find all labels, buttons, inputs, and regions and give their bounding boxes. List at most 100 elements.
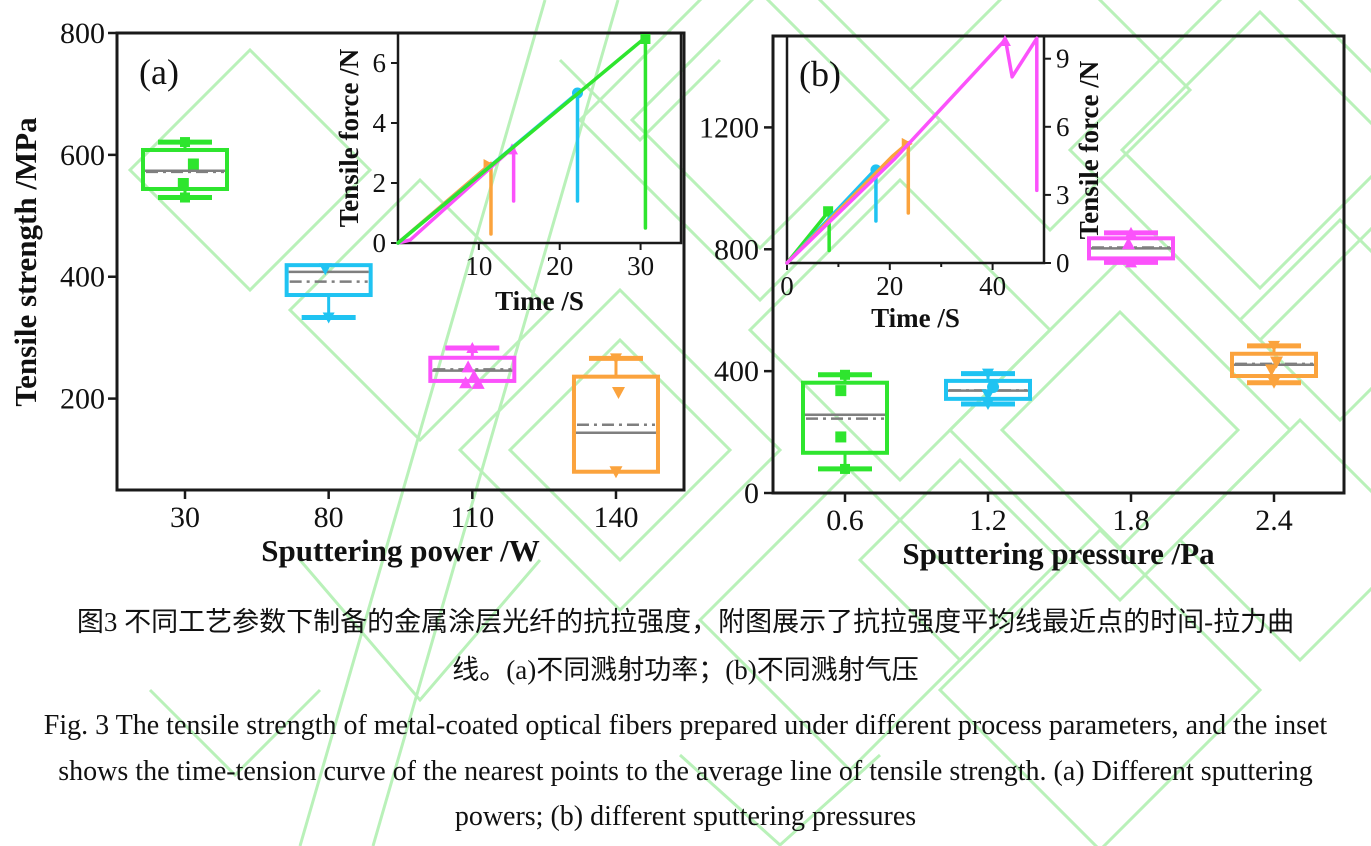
- inset-y-tick-label: 2: [373, 168, 387, 198]
- square-marker: [180, 192, 190, 203]
- y-tick-label: 1200: [699, 111, 759, 144]
- triangle-down-marker: [982, 368, 994, 380]
- inset-y-axis-title: Tensile force /N: [334, 48, 364, 227]
- watermark-shapes: [127, 0, 1371, 846]
- triangle-up-marker: [998, 34, 1011, 46]
- x-tick-label: 1.2: [969, 504, 1007, 537]
- inset-x-tick-label: 20: [546, 251, 573, 281]
- panel-letter: (a): [139, 52, 179, 92]
- caption-chinese-line1: 图3 不同工艺参数下制备的金属涂层光纤的抗拉强度，附图展示了抗拉强度平均线最近点…: [76, 607, 1295, 637]
- panel-b-inset: 0 20 40 0 3 6 9 Time /S Tensile force /N: [780, 34, 1104, 333]
- caption-english-line1: Fig. 3 The tensile strength of metal-coa…: [43, 710, 1328, 741]
- triangle-down-marker: [1264, 364, 1278, 377]
- y-tick-label: 800: [60, 17, 105, 50]
- y-tick-label: 800: [714, 233, 759, 266]
- inset-y-tick-label: 3: [1056, 180, 1070, 210]
- y-tick-label: 600: [60, 139, 105, 172]
- force-time-curve: [396, 145, 516, 245]
- triangle-down-marker: [1268, 377, 1280, 389]
- box-1.8: [1087, 226, 1175, 268]
- triangle-down-marker: [981, 389, 995, 402]
- y-tick-label: 400: [714, 355, 759, 388]
- box-2.4: [1230, 340, 1318, 389]
- triangle-up-marker: [461, 360, 475, 373]
- square-marker: [640, 34, 651, 44]
- y-tick-label: 400: [60, 261, 105, 294]
- inset-x-tick-label: 10: [465, 251, 492, 281]
- inset-y-axis-title: Tensile force /N: [1074, 60, 1104, 239]
- box-0.6: [801, 369, 889, 474]
- x-tick-label: 2.4: [1255, 504, 1293, 537]
- square-marker: [840, 463, 850, 474]
- box-140: [571, 353, 660, 479]
- force-time-curve: [785, 36, 1039, 265]
- inset-x-tick-label: 0: [780, 271, 794, 301]
- square-marker: [835, 431, 847, 443]
- triangle-down-marker: [982, 399, 994, 411]
- inset-frame: [396, 31, 683, 245]
- plot-frame: [771, 34, 1346, 495]
- box-110: [428, 342, 517, 389]
- triangle-down-marker: [322, 312, 335, 324]
- x-axis-title: Sputtering power /W: [261, 533, 539, 568]
- triangle-up-marker: [471, 376, 485, 389]
- triangle-down-marker: [612, 387, 625, 400]
- inset-x-axis-title: Time /S: [871, 303, 960, 333]
- inset-y-tick-label: 9: [1056, 44, 1070, 74]
- inset-y-tick-label: 4: [373, 108, 387, 138]
- triangle-up-marker: [466, 342, 479, 354]
- triangle-up-marker: [1125, 256, 1137, 268]
- y-tick-label: 0: [744, 477, 759, 510]
- inset-y-tick-label: 0: [373, 228, 387, 258]
- iqr-box: [1230, 351, 1318, 379]
- box-30: [141, 137, 229, 203]
- square-marker: [180, 137, 190, 148]
- x-tick-label: 80: [314, 501, 344, 534]
- y-tick-label: 200: [60, 383, 105, 416]
- y-axis-title: Tensile strength /MPa: [8, 117, 43, 407]
- panel-letter: (b): [799, 54, 841, 94]
- x-tick-label: 110: [450, 501, 494, 534]
- x-tick-label: 140: [593, 501, 638, 534]
- triangle-up-marker: [1121, 237, 1135, 250]
- iqr-box: [801, 380, 889, 455]
- square-marker: [177, 178, 189, 190]
- triangle-down-marker: [1270, 356, 1284, 369]
- x-axis-title: Sputtering pressure /Pa: [902, 536, 1215, 571]
- triangle-down-marker: [318, 263, 332, 276]
- x-tick-label: 30: [170, 501, 200, 534]
- inset-frame: [785, 34, 1046, 265]
- x-tick-label: 0.6: [826, 504, 864, 537]
- plot-frame: [115, 31, 686, 492]
- inset-x-axis-title: Time /S: [495, 286, 584, 316]
- triangle-down-marker: [609, 466, 623, 479]
- iqr-box: [284, 263, 373, 298]
- triangle-down-marker: [1268, 340, 1280, 352]
- panel-a-inset: 10 20 30 0 2 4 6 Time /S Tensile force /N: [334, 31, 683, 316]
- square-marker: [835, 385, 847, 397]
- square-marker: [840, 369, 850, 380]
- inset-y-tick-label: 6: [373, 48, 387, 78]
- triangle-up-marker: [1125, 226, 1137, 238]
- inset-x-tick-label: 40: [979, 271, 1006, 301]
- square-marker: [187, 158, 199, 170]
- inset-y-tick-label: 0: [1056, 248, 1070, 278]
- triangle-down-marker: [609, 353, 622, 365]
- inset-x-tick-label: 30: [627, 251, 654, 281]
- caption-english-line2: shows the time-tension curve of the near…: [58, 756, 1313, 787]
- box-1.2: [944, 368, 1032, 411]
- x-tick-label: 1.8: [1112, 504, 1150, 537]
- caption-english-line3: powers; (b) different sputtering pressur…: [454, 801, 917, 832]
- triangle-up-marker: [459, 376, 473, 389]
- force-time-curve: [396, 35, 648, 245]
- square-marker: [823, 206, 834, 217]
- caption-chinese-line2: 线。(a)不同溅射功率；(b)不同溅射气压: [452, 655, 919, 685]
- inset-x-tick-label: 20: [876, 271, 903, 301]
- triangle-up-marker: [467, 369, 481, 382]
- box-80: [284, 263, 373, 324]
